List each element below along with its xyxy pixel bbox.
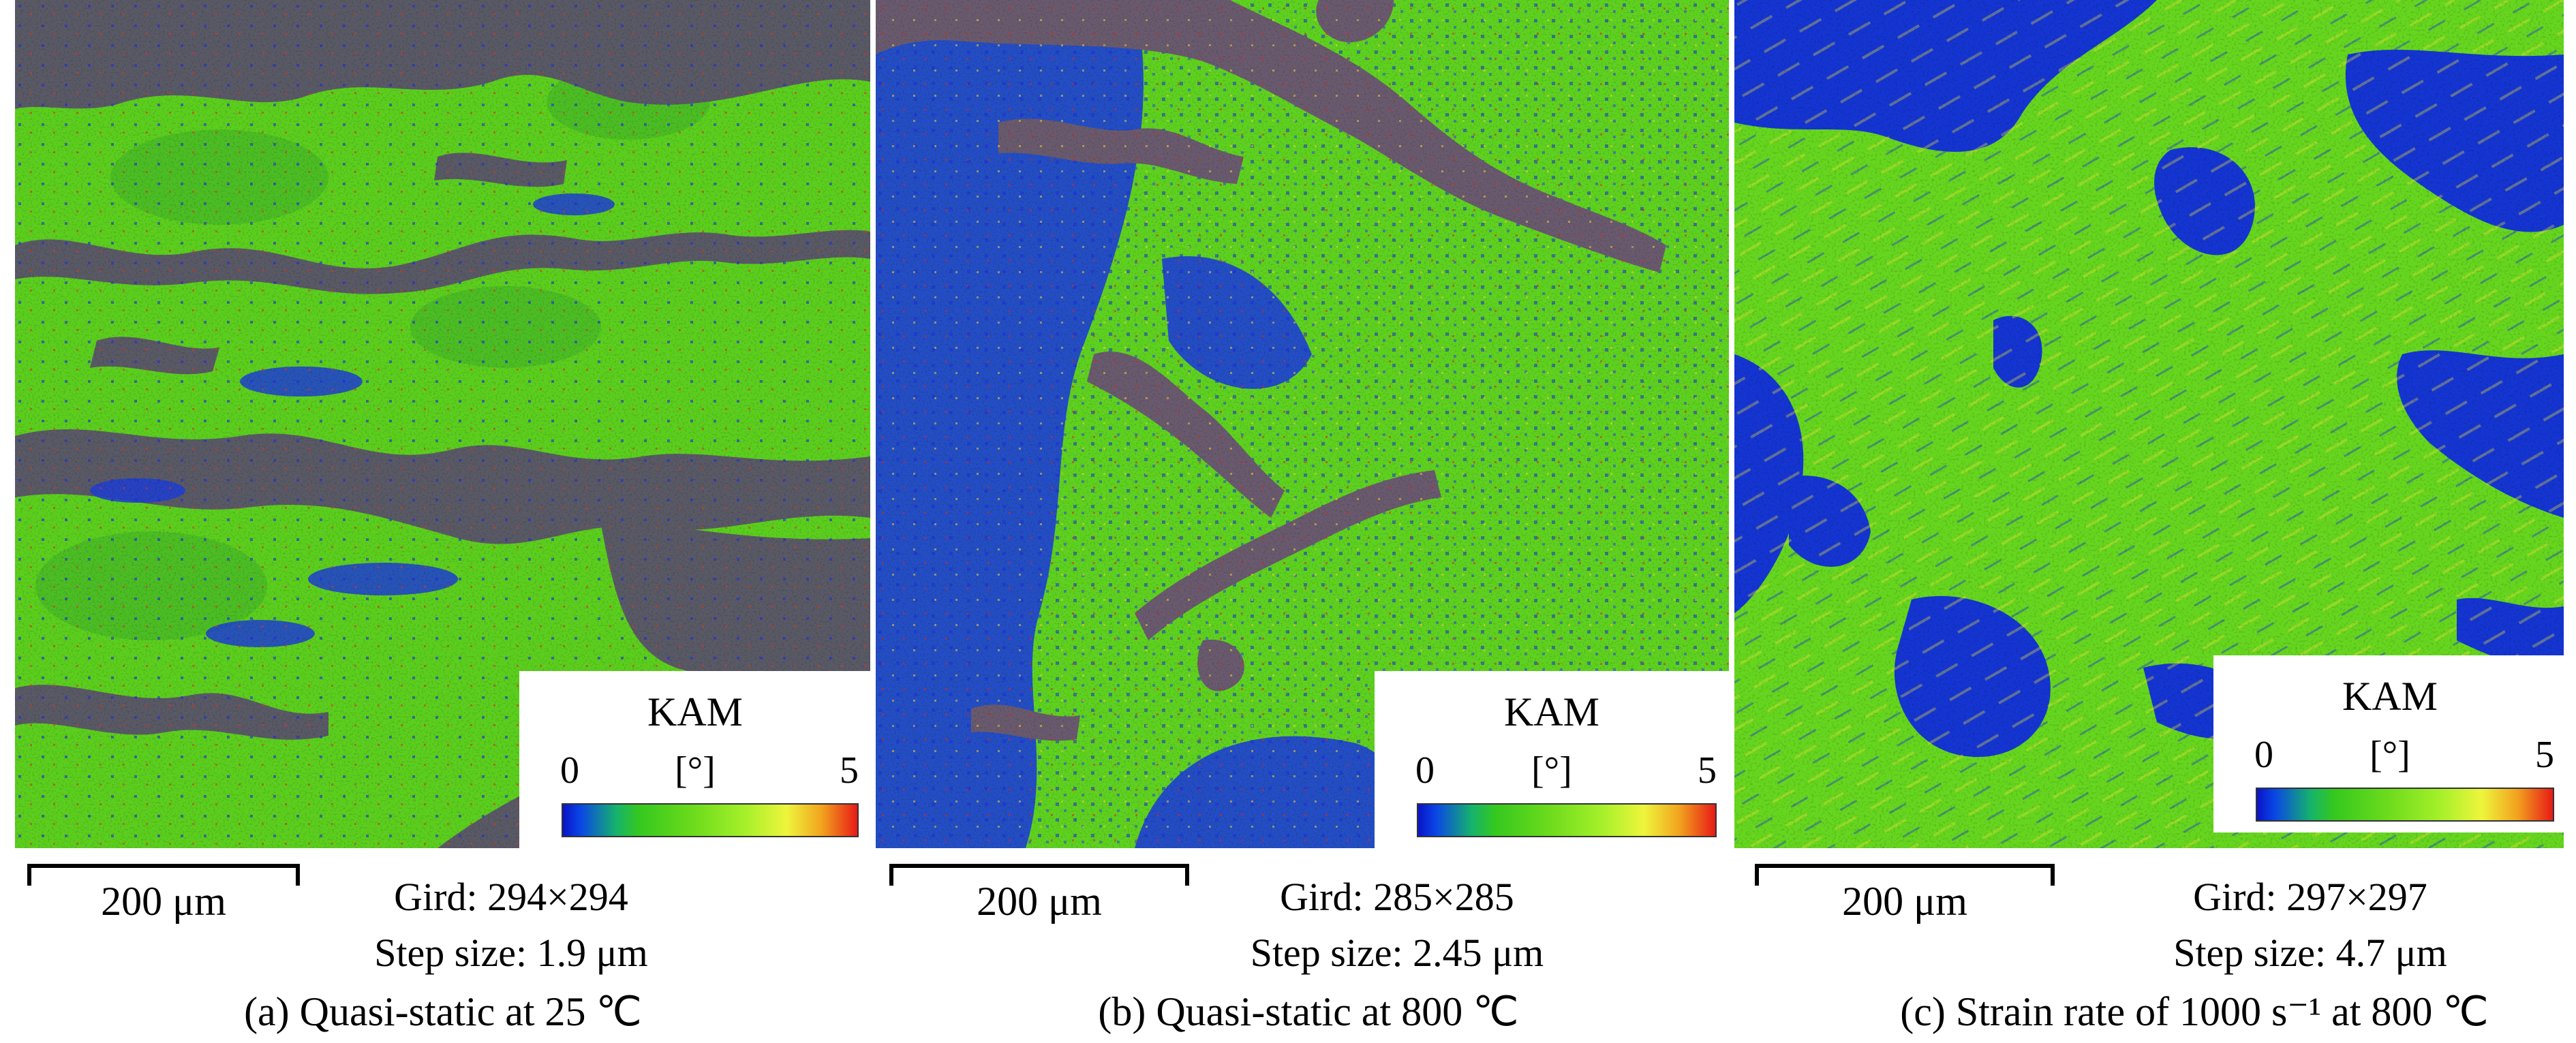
caption-c: (c) Strain rate of 1000 s⁻¹ at 800 ℃ xyxy=(1900,989,2489,1034)
grid-info-c: Gird: 297×297 Step size: 4.7 μm xyxy=(2133,869,2487,981)
scale-bar-b xyxy=(889,864,1189,886)
legend-max: 5 xyxy=(1698,749,1717,792)
legend-unit: [°] xyxy=(1531,749,1572,792)
grid-info-b: Gird: 285×285 Step size: 2.45 μm xyxy=(1220,869,1574,981)
kam-map-c-image xyxy=(1734,0,2564,848)
step-size: Step size: 2.45 μm xyxy=(1250,931,1544,975)
kam-legend-c: KAM 0 [°] 5 xyxy=(2213,655,2566,832)
legend-min: 0 xyxy=(1415,749,1435,792)
step-size: Step size: 4.7 μm xyxy=(2173,931,2447,975)
legend-max: 5 xyxy=(840,749,859,792)
scale-label-a: 200 μm xyxy=(101,879,226,924)
grid-size: Gird: 294×294 xyxy=(394,875,628,919)
grid-size: Gird: 297×297 xyxy=(2193,875,2427,919)
kam-map-c xyxy=(1734,0,2564,848)
kam-map-a xyxy=(15,0,870,848)
caption-a: (a) Quasi-static at 25 ℃ xyxy=(244,989,642,1034)
legend-title: KAM xyxy=(647,689,743,734)
kam-map-a-image xyxy=(15,0,870,848)
kam-colorbar xyxy=(2256,788,2554,822)
legend-min: 0 xyxy=(2254,734,2273,776)
grid-info-a: Gird: 294×294 Step size: 1.9 μm xyxy=(341,869,681,981)
legend-min: 0 xyxy=(560,749,579,792)
scale-bar-a xyxy=(27,864,300,886)
step-size: Step size: 1.9 μm xyxy=(374,931,648,975)
legend-title: KAM xyxy=(2342,674,2438,719)
scale-bar-c xyxy=(1755,864,2055,886)
kam-legend-a: KAM 0 [°] 5 xyxy=(519,671,871,848)
legend-unit: [°] xyxy=(2370,734,2410,776)
legend-title: KAM xyxy=(1503,689,1599,734)
kam-colorbar xyxy=(1417,803,1717,837)
caption-b: (b) Quasi-static at 800 ℃ xyxy=(1098,989,1519,1034)
grid-size: Gird: 285×285 xyxy=(1280,875,1514,919)
scale-label-c: 200 μm xyxy=(1842,879,1967,924)
legend-unit: [°] xyxy=(675,749,716,792)
scale-label-b: 200 μm xyxy=(977,879,1102,924)
kam-legend-b: KAM 0 [°] 5 xyxy=(1375,671,1729,848)
kam-colorbar xyxy=(562,803,859,837)
legend-max: 5 xyxy=(2535,734,2554,776)
